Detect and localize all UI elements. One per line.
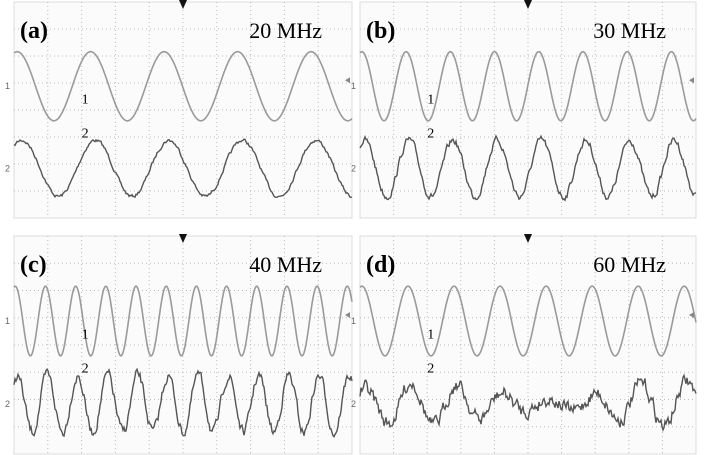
panel-label: (a) bbox=[20, 18, 48, 44]
channel-marker: 2 bbox=[5, 399, 10, 409]
offset-marker bbox=[689, 77, 694, 84]
trace-label: 1 bbox=[82, 327, 89, 342]
scope-panel: 1 2 (b) 30 MHz 1 2 bbox=[351, 0, 697, 219]
trace-2 bbox=[359, 373, 697, 432]
channel-marker: 1 bbox=[351, 316, 356, 326]
channel-marker: 1 bbox=[5, 316, 10, 326]
scope-panel: 1 2 (a) 20 MHz 1 2 bbox=[5, 0, 353, 219]
trace-2 bbox=[13, 138, 352, 199]
trace-label: 2 bbox=[427, 126, 434, 141]
panel-label: (c) bbox=[20, 252, 47, 278]
trace-label: 2 bbox=[82, 126, 89, 141]
trigger-marker bbox=[179, 234, 187, 243]
scope-panel: 1 2 (c) 40 MHz 1 2 bbox=[5, 234, 353, 455]
trigger-marker bbox=[179, 0, 187, 9]
channel-marker: 2 bbox=[351, 399, 356, 409]
trace-label: 1 bbox=[82, 93, 89, 108]
offset-marker bbox=[345, 312, 350, 319]
frequency-label: 60 MHz bbox=[593, 252, 666, 277]
trace-label: 2 bbox=[82, 362, 89, 377]
trigger-marker bbox=[524, 234, 532, 243]
channel-marker: 2 bbox=[351, 163, 356, 173]
channel-marker: 2 bbox=[5, 163, 10, 173]
panel-label: (b) bbox=[366, 18, 395, 44]
trace-2 bbox=[13, 367, 353, 439]
offset-marker bbox=[345, 77, 350, 84]
trace-1 bbox=[13, 285, 353, 357]
trace-label: 1 bbox=[427, 327, 434, 342]
frequency-label: 40 MHz bbox=[249, 252, 322, 277]
trace-1 bbox=[13, 50, 353, 122]
channel-marker: 1 bbox=[351, 81, 356, 91]
trace-label: 1 bbox=[427, 93, 434, 108]
offset-marker bbox=[689, 312, 694, 319]
scope-panel: 1 2 (d) 60 MHz 1 2 bbox=[351, 234, 697, 455]
trace-label: 2 bbox=[427, 362, 434, 377]
trace-1 bbox=[359, 285, 697, 357]
frequency-label: 30 MHz bbox=[593, 18, 666, 43]
frequency-label: 20 MHz bbox=[249, 18, 322, 43]
panel-label: (d) bbox=[366, 252, 395, 278]
trigger-marker bbox=[524, 0, 532, 9]
channel-marker: 1 bbox=[5, 81, 10, 91]
trace-1 bbox=[359, 50, 697, 122]
trace-2 bbox=[359, 134, 697, 202]
